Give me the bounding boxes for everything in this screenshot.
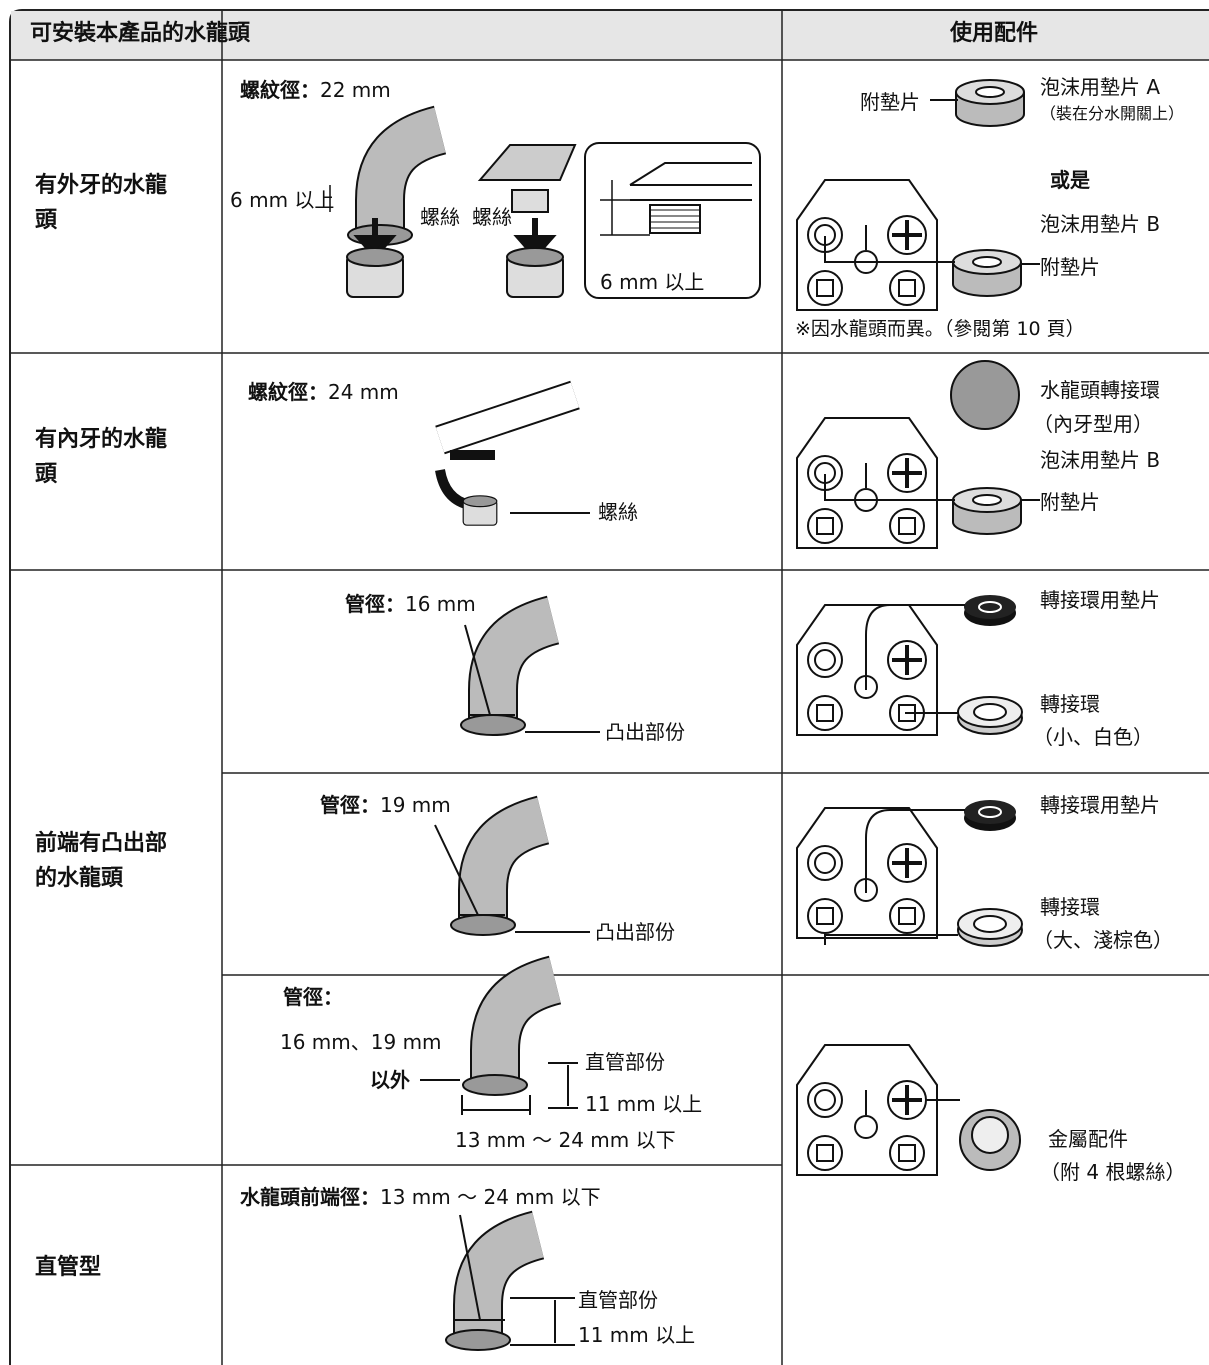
part: 轉接環用墊片 [1040, 588, 1160, 612]
spec-value: 13 mm ～ 24 mm 以下 [380, 1185, 601, 1209]
spec-value: 16 mm、19 mm [280, 1030, 442, 1054]
part-note: （裝在分水開關上） [1040, 104, 1185, 123]
part: 泡沫用墊片 B [1040, 212, 1161, 236]
callout: 直管部份 [585, 1050, 665, 1074]
callout: 11 mm 以上 [578, 1323, 696, 1347]
part-note: （小、白色） [1033, 725, 1153, 749]
spec: 管徑：16 mm [345, 592, 476, 617]
spec: 螺紋徑：22 mm [240, 78, 391, 103]
spec-value: 16 mm [405, 592, 476, 616]
callout: 6 mm 以上 [600, 270, 705, 294]
part: 轉接環 [1040, 895, 1100, 919]
spec-suffix: 以外 [370, 1068, 410, 1092]
part-or: 或是 [1050, 168, 1090, 192]
callout: 6 mm 以上 [230, 188, 335, 212]
callout: 直管部份 [578, 1288, 658, 1312]
part: 轉接環 [1040, 692, 1100, 716]
callout: 凸出部份 [605, 720, 685, 744]
part: 附墊片 [1040, 490, 1100, 514]
callout: 13 mm ～ 24 mm 以下 [455, 1128, 676, 1152]
faucet-type: 直管型 [35, 1255, 102, 1280]
part: 附墊片 [1040, 255, 1100, 279]
callout: 凸出部份 [595, 920, 675, 944]
spec-label: 螺紋徑： [240, 78, 320, 102]
spec-label: 管徑： [320, 793, 380, 817]
spec-label: 水龍頭前端徑： [240, 1185, 380, 1209]
note: ※因水龍頭而異。（參閱第 10 頁） [795, 318, 1085, 340]
part-note: （大、淺棕色） [1033, 928, 1173, 952]
faucet-type: 有外牙的水龍頭 [35, 173, 168, 234]
header-faucet: 可安裝本產品的水龍頭 [30, 21, 251, 46]
spec-label: 螺紋徑： [248, 380, 328, 404]
callout: 螺絲 [598, 500, 638, 524]
part: 轉接環用墊片 [1040, 793, 1160, 817]
spec: 管徑：19 mm [320, 793, 451, 818]
callout: 11 mm 以上 [585, 1092, 703, 1116]
spec: 水龍頭前端徑：13 mm ～ 24 mm 以下 [240, 1185, 601, 1210]
part: 附墊片 [860, 90, 920, 114]
part: 泡沫用墊片 A [1040, 75, 1161, 99]
header-parts: 使用配件 [950, 21, 1039, 46]
illustrations [330, 79, 1040, 1350]
table-lines [9, 9, 1209, 1365]
spec-value: 22 mm [320, 78, 391, 102]
part-note: （附 4 根螺絲） [1040, 1160, 1186, 1184]
faucet-type: 前端有凸出部的水龍頭 [35, 831, 168, 892]
callout: 螺絲 [472, 205, 512, 229]
part: 水龍頭轉接環 [1040, 378, 1160, 402]
part-note: （內牙型用） [1033, 412, 1153, 436]
part: 泡沫用墊片 B [1040, 448, 1161, 472]
spec-value: 19 mm [380, 793, 451, 817]
part: 金屬配件 [1048, 1127, 1128, 1151]
spec-label: 管徑： [345, 592, 405, 616]
faucet-type: 有內牙的水龍頭 [35, 427, 168, 488]
spec-value: 24 mm [328, 380, 399, 404]
spec-label: 管徑： [283, 985, 343, 1009]
spec: 螺紋徑：24 mm [248, 380, 399, 405]
callout: 螺絲 [420, 205, 460, 229]
